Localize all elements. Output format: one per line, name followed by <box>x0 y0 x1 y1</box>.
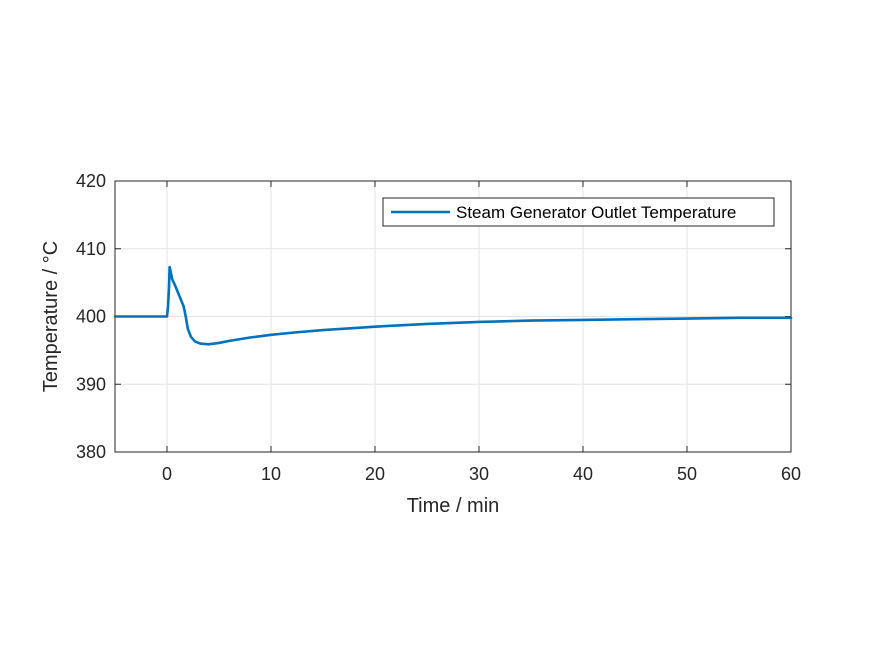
x-tick-label: 40 <box>573 464 593 484</box>
y-tick-label: 420 <box>76 171 106 191</box>
x-tick-label: 60 <box>781 464 801 484</box>
series-line <box>113 265 793 346</box>
series-layer <box>113 265 793 346</box>
x-axis-label: Time / min <box>407 495 500 517</box>
x-tick-label: 20 <box>365 464 385 484</box>
x-tick-label: 50 <box>677 464 697 484</box>
legend-label: Steam Generator Outlet Temperature <box>456 203 736 222</box>
y-tick-label: 380 <box>76 442 106 462</box>
x-tick-label: 30 <box>469 464 489 484</box>
y-axis-label: Temperature / °C <box>40 241 62 392</box>
y-tick-label: 410 <box>76 239 106 259</box>
x-tick-label: 0 <box>162 464 172 484</box>
x-tick-label: 10 <box>261 464 281 484</box>
y-tick-label: 390 <box>76 374 106 394</box>
legend: Steam Generator Outlet Temperature <box>382 197 775 227</box>
axis-ticks: 0 10 20 30 40 50 60 380 390 400 410 420 <box>76 171 801 484</box>
y-tick-label: 400 <box>76 307 106 327</box>
